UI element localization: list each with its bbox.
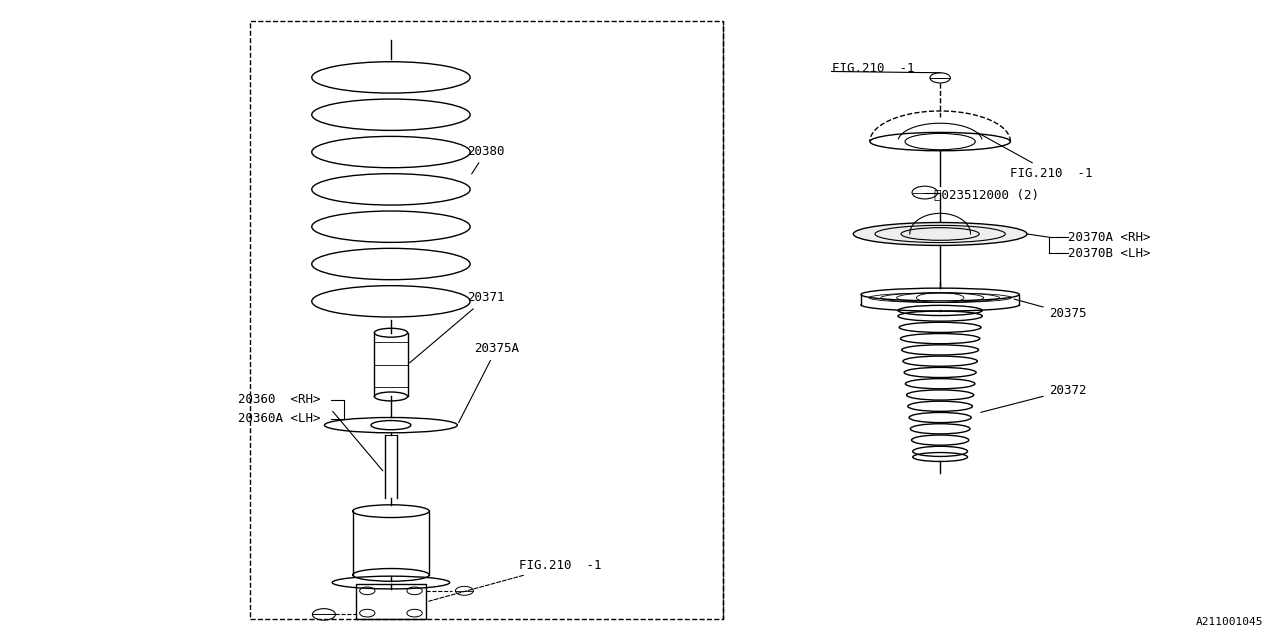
Text: FIG.210  -1: FIG.210 -1 bbox=[429, 559, 602, 601]
Text: 20375: 20375 bbox=[1014, 299, 1087, 320]
Text: 20372: 20372 bbox=[980, 383, 1087, 412]
Text: 20371: 20371 bbox=[410, 291, 506, 363]
Bar bbox=[356, 584, 426, 620]
Text: 20375A: 20375A bbox=[458, 342, 518, 422]
Ellipse shape bbox=[854, 223, 1027, 246]
Text: FIG.210  -1: FIG.210 -1 bbox=[832, 62, 914, 75]
Bar bbox=[251, 20, 723, 620]
Text: 20370A <RH>: 20370A <RH> bbox=[1068, 230, 1151, 244]
Text: 20370B <LH>: 20370B <LH> bbox=[1068, 246, 1151, 260]
Text: FIG.210  -1: FIG.210 -1 bbox=[978, 132, 1093, 180]
Text: ⓝ023512000 (2): ⓝ023512000 (2) bbox=[934, 189, 1039, 202]
Text: 20380: 20380 bbox=[467, 145, 506, 174]
Text: A211001045: A211001045 bbox=[1196, 617, 1263, 627]
Text: 20360A <LH>: 20360A <LH> bbox=[238, 412, 320, 425]
Text: 20360  <RH>: 20360 <RH> bbox=[238, 393, 320, 406]
